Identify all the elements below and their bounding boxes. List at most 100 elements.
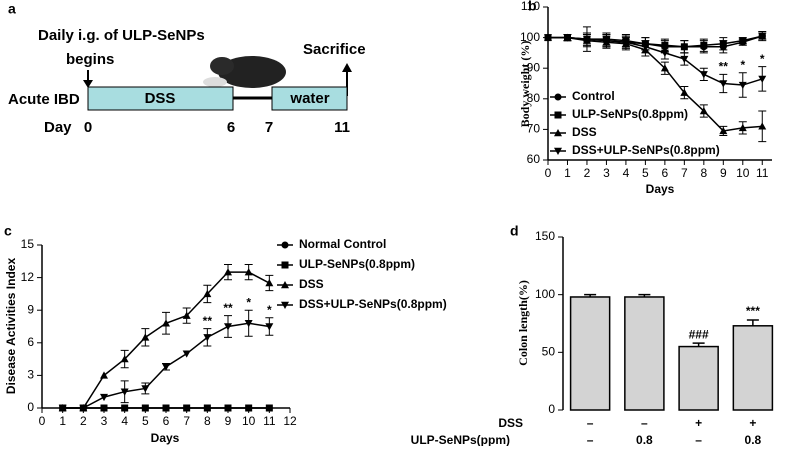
y-axis-label: Body weight (%) <box>518 41 532 128</box>
annotation: ** <box>203 314 213 328</box>
marker <box>182 350 191 358</box>
x-tick-label: 8 <box>204 414 211 428</box>
x-tick-label: 8 <box>700 166 707 180</box>
marker <box>700 41 708 49</box>
y-tick-label: 100 <box>535 287 555 301</box>
x-tick-label: 6 <box>662 166 669 180</box>
y-tick-label: 90 <box>527 60 541 74</box>
x-tick-label: 9 <box>225 414 232 428</box>
error-bar <box>584 293 597 297</box>
y-tick-label: 100 <box>520 30 540 44</box>
y-tick-label: 110 <box>521 0 540 13</box>
marker <box>281 301 289 309</box>
x-tick-label: 3 <box>101 414 108 428</box>
legend-label: DSS <box>572 125 597 139</box>
marker <box>758 122 767 130</box>
table-cell: 0.8 <box>636 433 653 446</box>
schedule-begins: begins <box>66 51 114 68</box>
mouse-head <box>210 57 234 75</box>
day-value: 11 <box>334 119 350 136</box>
marker <box>719 126 728 135</box>
marker <box>544 34 552 42</box>
panel-a: a Daily i.g. of ULP-SeNPs begins Sacrifi… <box>8 1 366 136</box>
marker <box>265 279 274 287</box>
marker <box>245 404 253 412</box>
marker <box>141 404 149 412</box>
annotation: * <box>740 58 745 72</box>
x-tick-label: 2 <box>80 414 87 428</box>
marker <box>162 363 170 371</box>
legend-label: ULP-SeNPs(0.8ppm) <box>299 257 415 271</box>
x-tick-label: 4 <box>121 414 128 428</box>
table-row-label: DSS <box>498 416 523 430</box>
bar <box>569 296 611 411</box>
x-tick-label: 3 <box>603 166 610 180</box>
x-tick-label: 5 <box>142 414 149 428</box>
y-tick-label: 0 <box>27 400 34 414</box>
legend-label: DSS+ULP-SeNPs(0.8ppm) <box>299 297 447 311</box>
day-label: Day <box>44 119 72 136</box>
table-cell: – <box>641 416 648 430</box>
table-row-label: ULP-SeNPs(ppm) <box>411 433 510 446</box>
marker <box>554 111 562 119</box>
y-axis-label: Disease Activities Index <box>4 258 18 395</box>
y-tick-label: 80 <box>527 91 541 105</box>
marker <box>680 43 688 51</box>
marker <box>100 393 108 402</box>
series-line <box>548 36 763 132</box>
day-value: 6 <box>227 119 235 136</box>
y-tick-label: 15 <box>21 237 35 251</box>
dss-box-label: DSS <box>145 90 176 107</box>
x-tick-label: 11 <box>263 414 276 428</box>
x-tick-label: 1 <box>564 166 571 180</box>
marker <box>582 35 591 44</box>
x-tick-label: 12 <box>283 414 297 428</box>
marker <box>660 64 669 72</box>
x-tick-label: 0 <box>545 166 552 180</box>
y-tick-label: 70 <box>527 122 541 136</box>
marker <box>203 289 212 298</box>
panel-label: a <box>8 1 16 17</box>
bar <box>678 345 719 411</box>
x-tick-label: 11 <box>756 166 769 180</box>
marker <box>224 404 232 412</box>
marker <box>58 404 67 412</box>
marker <box>244 320 253 328</box>
marker <box>661 41 669 49</box>
legend-label: Control <box>572 89 615 103</box>
marker <box>554 129 562 137</box>
error-bar <box>746 319 759 326</box>
legend-label: ULP-SeNPs(0.8ppm) <box>572 107 688 121</box>
marker <box>265 323 274 331</box>
marker <box>182 311 191 319</box>
marker <box>183 404 191 412</box>
annotation: * <box>246 295 251 309</box>
x-tick-label: 0 <box>39 414 46 428</box>
bar <box>624 296 665 411</box>
marker <box>739 37 747 45</box>
annotation: * <box>267 303 272 317</box>
y-tick-label: 6 <box>27 335 34 349</box>
marker <box>120 388 129 396</box>
arrow-head <box>342 63 352 72</box>
x-axis-label: Days <box>646 182 675 196</box>
marker <box>162 404 170 412</box>
marker <box>738 81 747 90</box>
marker <box>79 404 88 412</box>
error-bar <box>638 293 651 297</box>
marker <box>162 319 170 327</box>
marker <box>680 55 689 64</box>
table-cell: + <box>749 416 756 430</box>
marker <box>141 385 150 393</box>
marker <box>719 80 728 88</box>
x-tick-label: 7 <box>681 166 688 180</box>
table-cell: + <box>695 416 702 430</box>
panel-label: b <box>528 0 537 14</box>
sacrifice-label: Sacrifice <box>303 41 366 58</box>
panel-label: d <box>510 223 519 239</box>
mouse-icon <box>218 56 286 88</box>
x-tick-label: 5 <box>642 166 649 180</box>
x-tick-label: 2 <box>584 166 591 180</box>
marker <box>660 49 669 57</box>
marker <box>281 241 289 249</box>
